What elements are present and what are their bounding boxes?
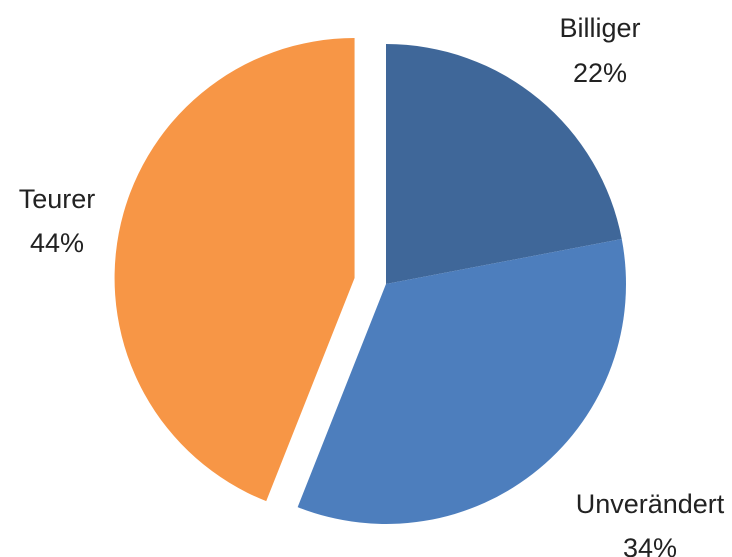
slice-label-teurer: Teurer — [19, 184, 96, 214]
pie-slice-billiger — [386, 44, 622, 284]
slice-value-unveraendert: 34% — [623, 533, 677, 557]
slice-label-unveraendert: Unverändert — [576, 489, 725, 519]
slice-value-billiger: 22% — [573, 58, 627, 88]
pie-slice-unveraendert — [297, 239, 626, 525]
pie-slices — [114, 38, 626, 525]
slice-label-billiger: Billiger — [559, 13, 640, 43]
slice-value-teurer: 44% — [30, 228, 84, 258]
pie-slice-teurer — [114, 38, 355, 502]
